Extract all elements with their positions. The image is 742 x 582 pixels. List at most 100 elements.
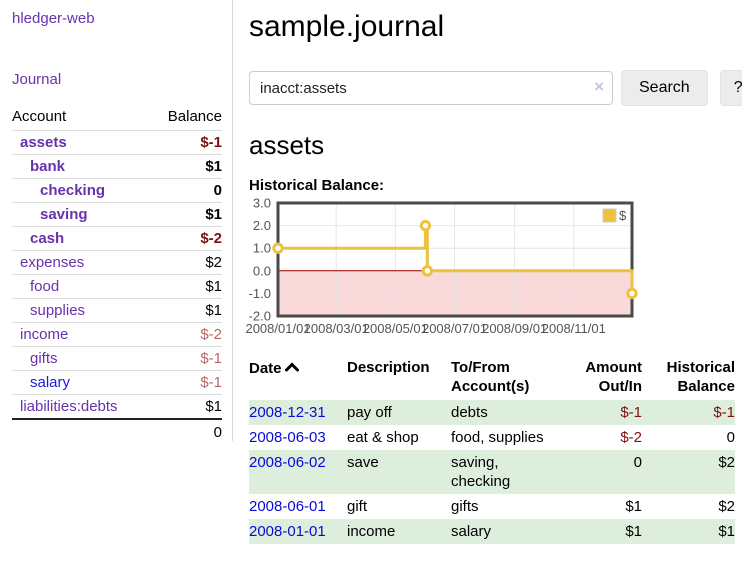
svg-text:0.0: 0.0 [253,263,271,278]
register-table: Date Description To/From Account(s) Amoun… [249,356,735,544]
account-link[interactable]: bank [30,158,66,175]
transaction-row: 2008-06-03 eat & shop food, supplies $-2 0 [249,425,735,450]
account-balance: $-2 [200,326,222,343]
svg-text:2008/05/01: 2008/05/01 [363,321,428,336]
transaction-accounts: salary [451,523,492,540]
register-table-body: 2008-12-31 pay off debts $-1 $-1 2008-06-03 ea… [249,400,735,544]
transaction-description: pay off [347,404,392,421]
register-header-row: Date Description To/From Account(s) Amoun… [249,356,735,400]
chart-point [626,287,638,300]
account-balance: $-2 [200,230,222,247]
account-row: assets $-1 [12,130,222,155]
account-link[interactable]: liabilities:debts [20,398,118,415]
account-row: checking 0 [12,178,222,203]
accounts-header-balance: Balance [167,108,222,125]
chart-point [419,219,432,232]
search-button[interactable]: Search [621,70,708,106]
transaction-amount: $-2 [620,429,642,446]
account-link[interactable]: gifts [30,350,58,367]
search-box: × [249,71,613,105]
chart-point [272,242,284,254]
chart-title: Historical Balance: [249,177,385,194]
svg-text:2008/03/01: 2008/03/01 [304,321,369,336]
transaction-description: save [347,454,379,471]
register-header-balance: Historical Balance [666,359,735,395]
account-link[interactable]: income [20,326,69,343]
account-balance: $1 [205,302,222,319]
svg-text:2.0: 2.0 [253,218,271,233]
accounts-header-account: Account [12,108,67,125]
transaction-description: gift [347,498,368,515]
sidebar-item-journal[interactable]: Journal [12,71,62,88]
account-balance: 0 [213,182,222,199]
transaction-balance: $-1 [713,404,735,421]
account-balance: $1 [205,398,222,415]
account-row: income $-2 [12,322,222,347]
account-balance: $-1 [200,350,222,367]
transaction-accounts: food, supplies [451,429,544,446]
transaction-date-link[interactable]: 2008-12-31 [249,404,326,421]
svg-text:3.0: 3.0 [253,196,271,211]
svg-text:1.0: 1.0 [253,241,271,256]
register-header-description: Description [347,359,430,376]
legend-swatch [602,208,617,223]
transaction-row: 2008-12-31 pay off debts $-1 $-1 [249,400,735,425]
account-link[interactable]: supplies [30,302,86,319]
account-balance: $-1 [200,374,222,391]
svg-text:-2.0: -2.0 [249,309,271,324]
account-link[interactable]: food [30,278,60,295]
sort-ascending-icon [284,358,299,377]
transaction-accounts: saving, checking [451,454,511,490]
account-balance: $1 [205,278,222,295]
account-link[interactable]: cash [30,230,65,247]
transaction-amount: 0 [633,454,642,471]
account-row: gifts $-1 [12,346,222,371]
account-balance: $-1 [200,134,222,151]
transaction-row: 2008-01-01 income salary $1 $1 [249,519,735,544]
main-content: sample.journal × Search ? assets Histori… [233,0,742,544]
transaction-date-link[interactable]: 2008-06-02 [249,454,326,471]
clear-search-icon[interactable]: × [594,77,604,96]
accounts-total-row: 0 [12,419,222,445]
sidebar: hledger-web Journal Account Balance asse… [0,0,233,441]
account-balance: $1 [205,158,222,175]
chart-point [421,265,434,277]
transaction-date-link[interactable]: 2008-06-03 [249,429,326,446]
page-title: sample.journal [249,10,445,43]
transaction-amount: $1 [625,498,642,515]
brand-link[interactable]: hledger-web [12,10,95,27]
app-layout: hledger-web Journal Account Balance asse… [0,0,742,544]
account-link[interactable]: expenses [20,254,85,271]
svg-text:2008/11/01: 2008/11/01 [542,321,606,336]
svg-text:2008/01/01: 2008/01/01 [245,321,310,336]
search-form: × Search ? [249,70,742,106]
transaction-amount: $1 [625,523,642,540]
transaction-amount: $-1 [620,404,642,421]
transaction-balance: 0 [726,429,735,446]
register-header-accounts: To/From Account(s) [451,359,530,395]
account-row: bank $1 [12,154,222,179]
help-button[interactable]: ? [719,70,742,106]
account-link[interactable]: assets [20,134,67,151]
account-balance: $1 [205,206,222,223]
svg-text:-1.0: -1.0 [249,286,271,301]
transaction-date-link[interactable]: 2008-01-01 [249,523,326,540]
accounts-total-value: 0 [213,424,222,441]
transaction-date-link[interactable]: 2008-06-01 [249,498,326,515]
transaction-description: eat & shop [347,429,419,446]
account-row: food $1 [12,274,222,299]
svg-text:2008/09/01: 2008/09/01 [482,321,547,336]
transaction-row: 2008-06-02 save saving, checking 0 $2 [249,450,735,494]
transaction-row: 2008-06-01 gift gifts $1 $2 [249,494,735,519]
account-link[interactable]: saving [40,206,88,223]
transaction-balance: $2 [718,454,735,471]
legend-label: $ [619,208,627,223]
account-link[interactable]: checking [40,182,106,199]
account-link[interactable]: salary [30,374,71,391]
account-row: cash $-2 [12,226,222,251]
account-row: saving $1 [12,202,222,227]
accounts-table-body: assets $-1 bank $1 checking 0 saving $1 cash $-2 e… [12,130,222,420]
account-balance: $2 [205,254,222,271]
search-input[interactable] [249,71,613,105]
transaction-balance: $1 [718,523,735,540]
